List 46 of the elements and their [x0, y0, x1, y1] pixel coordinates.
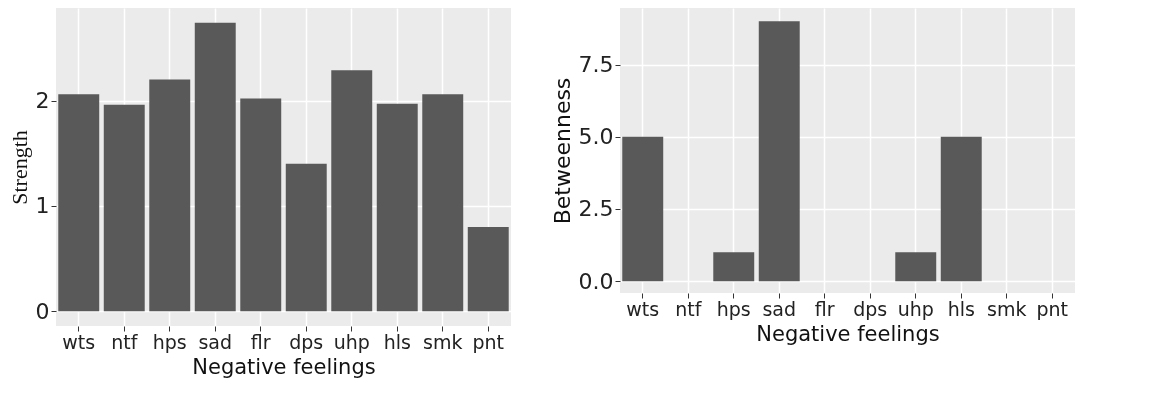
bar	[467, 227, 509, 312]
bar	[376, 103, 418, 312]
x-tick-label: flr	[250, 330, 271, 353]
y-tick-label: 5.0	[578, 124, 614, 150]
x-tick-label: pnt	[472, 330, 505, 353]
x-tick-label: uhp	[897, 297, 934, 320]
x-tick-label: sad	[198, 330, 233, 353]
bar	[103, 104, 145, 312]
x-tick-label: smk	[987, 297, 1027, 320]
x-axis-title: Negative feelings	[192, 354, 376, 379]
y-tick-label: 0.0	[578, 268, 614, 294]
x-tick-label: hls	[383, 330, 411, 353]
x-tick-label: hps	[716, 297, 751, 320]
bar	[331, 70, 373, 312]
y-tick-label: 2	[35, 88, 50, 114]
y-tick-label: 1	[35, 193, 50, 219]
x-tick-label: wts	[626, 297, 660, 320]
x-tick-label: smk	[423, 330, 463, 353]
x-tick-label: uhp	[333, 330, 370, 353]
bar	[240, 98, 282, 312]
x-tick-label: hps	[152, 330, 187, 353]
bar	[622, 136, 664, 282]
x-tick-label: wts	[62, 330, 96, 353]
x-tick-label: ntf	[675, 297, 703, 320]
y-axis-title: Betweenness	[549, 77, 575, 225]
bar	[713, 252, 755, 282]
y-tick-label: 7.5	[578, 52, 614, 78]
x-tick-label: dps	[289, 330, 324, 353]
bar	[58, 94, 100, 312]
y-tick-label: 2.5	[578, 196, 614, 222]
x-tick-label: flr	[814, 297, 835, 320]
x-tick-label: pnt	[1036, 297, 1069, 320]
x-tick-label: sad	[762, 297, 797, 320]
x-axis-title: Negative feelings	[756, 321, 940, 346]
bar	[422, 94, 464, 312]
bar	[758, 21, 800, 282]
bar	[194, 22, 236, 312]
x-tick-label: ntf	[111, 330, 139, 353]
x-tick-label: hls	[947, 297, 975, 320]
bar	[940, 136, 982, 282]
y-axis-title: Strength	[6, 130, 32, 205]
x-tick-label: dps	[853, 297, 888, 320]
y-tick-label: 0	[35, 298, 50, 324]
bar	[149, 79, 191, 312]
bar	[895, 252, 937, 282]
bar	[285, 163, 327, 312]
